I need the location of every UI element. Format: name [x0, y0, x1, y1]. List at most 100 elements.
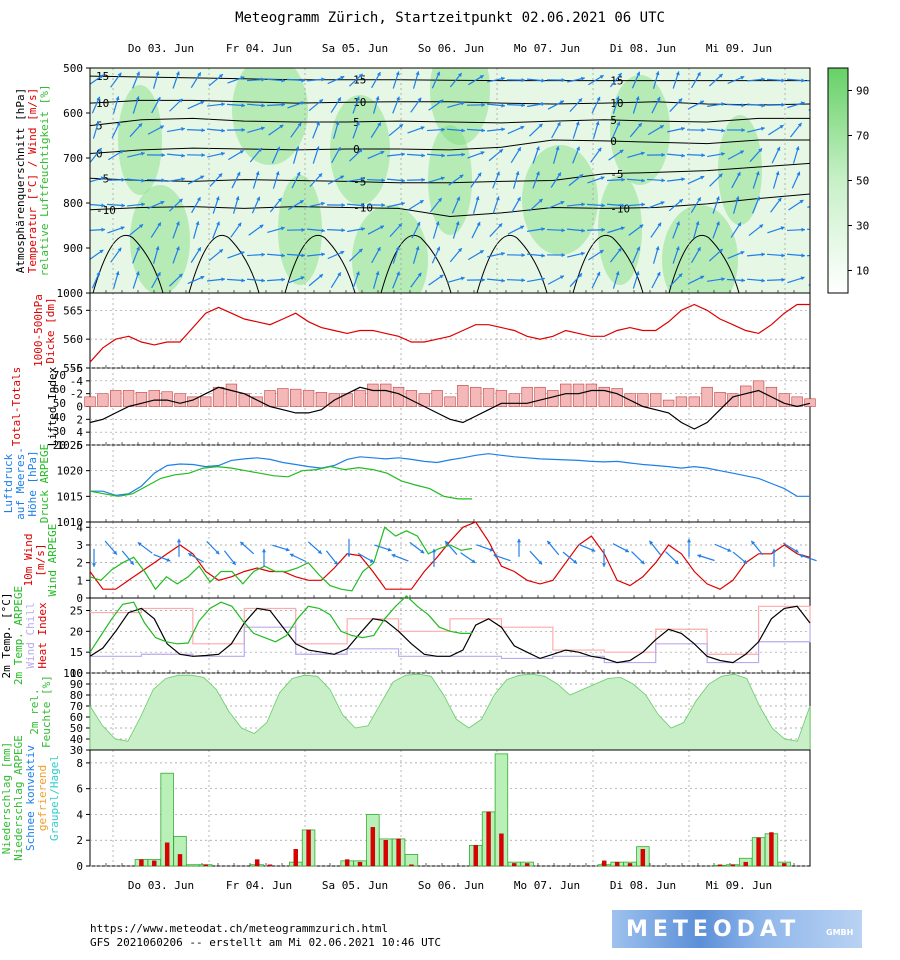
wind-arrow-head: [320, 201, 325, 206]
y-axis-label: Temperatur [°C] / Wind [m/s]: [26, 88, 39, 273]
precip-arpege-bar: [293, 849, 298, 867]
wind-arrow-head: [681, 126, 685, 131]
total-totals-bar: [84, 396, 96, 407]
wind-arrow-head: [727, 548, 732, 552]
day-label: Sa 05. Jun: [322, 879, 388, 892]
wind-arrow-head: [655, 246, 660, 251]
wind-arrow-head: [419, 200, 424, 204]
wind-arrow-head: [117, 247, 122, 252]
wind-arrow-head: [121, 177, 125, 182]
total-totals-bar: [534, 386, 546, 407]
day-label: Do 03. Jun: [128, 879, 194, 892]
isotherm-label: 5: [610, 114, 617, 127]
wind-arrow-head: [557, 172, 561, 177]
wind-arrow-head: [697, 554, 702, 559]
wind-arrow-head: [289, 553, 294, 558]
day-label: Do 03. Jun: [128, 42, 194, 55]
wind-arrow-head: [761, 252, 765, 257]
colorbar-tick-label: 10: [856, 265, 869, 278]
y-tick-label: 40: [70, 733, 83, 746]
precip-arpege-bar: [730, 864, 736, 867]
y-tick-label: 100: [63, 667, 83, 680]
isotherm-line: [476, 234, 548, 293]
wind-arrow-head: [580, 76, 585, 81]
wind-arrow-head: [441, 153, 445, 158]
footer-url[interactable]: https://www.meteodat.ch/meteogrammzurich…: [90, 922, 389, 935]
total-totals-bar: [380, 383, 392, 407]
wind-arrow-head: [801, 78, 805, 83]
wind-gfs-line: [89, 521, 811, 590]
wind-arrow-head: [678, 273, 683, 278]
logo-name: METEODAT: [626, 917, 801, 942]
day-label: Di 08. Jun: [610, 42, 676, 55]
wind-arrow-head: [277, 198, 282, 202]
wind-arrow-head: [535, 146, 540, 151]
wind-arrow-head: [541, 78, 545, 83]
wind-arrow-head: [201, 128, 205, 133]
wind-arrow-head: [498, 223, 503, 228]
total-totals-tick-label: 50: [53, 397, 66, 410]
wind-arrow-head: [358, 248, 363, 253]
total-totals-bar: [354, 390, 366, 407]
y-tick-label: 0: [76, 592, 83, 605]
y-tick-label: 20: [70, 625, 83, 638]
wind-arrow-head: [321, 228, 325, 233]
wind-arrow: [808, 108, 810, 111]
wind-arrow-head: [337, 272, 341, 277]
total-totals-bar: [302, 390, 315, 407]
colorbar-tick-label: 70: [856, 130, 869, 143]
isotherm-label: 0: [96, 148, 103, 161]
y-tick-label: 900: [63, 242, 83, 255]
wind-arrow-head: [101, 203, 105, 208]
wind-arrow-head: [660, 201, 665, 205]
wind-arrow-head: [337, 97, 341, 102]
wind-arrow-head: [340, 250, 345, 255]
y-axis-label: Wind ARPEGE: [46, 524, 59, 597]
wind-arrow-head: [700, 275, 705, 280]
wind-arrow-head: [261, 278, 265, 283]
precip-arpege-bar: [602, 860, 607, 867]
isotherm-label: -10: [353, 202, 373, 215]
lifted-index-line: [89, 386, 811, 430]
wind-arrow-head: [591, 548, 596, 552]
wind-arrow-head: [501, 127, 505, 132]
total-totals-bar: [225, 383, 238, 407]
wind-arrow-head: [221, 151, 225, 156]
y-tick-label: 500: [63, 62, 83, 75]
wind-arrow-head: [741, 127, 745, 133]
wind-arrow-head: [796, 171, 801, 176]
wind-arrow-head: [821, 78, 825, 82]
wind-arrow-head: [95, 121, 100, 126]
wind-arrow-head: [538, 560, 543, 565]
wind-arrow-head: [417, 272, 422, 277]
pressure-arpege-line: [89, 465, 472, 500]
y-tick-label: 0: [76, 860, 83, 873]
wind-arrow-head: [681, 177, 685, 182]
wind-arrow-head: [218, 249, 223, 254]
precip-arpege-bar: [177, 854, 183, 867]
y-axis-label: Feuchte [%]: [40, 675, 53, 748]
wind-arrow-head: [479, 75, 484, 79]
wind-arrow-head: [381, 203, 385, 208]
precip-arpege-bar: [717, 864, 723, 867]
y-tick-label: 2: [76, 413, 83, 426]
colorbar: [827, 67, 849, 294]
wind-arrow-head: [735, 196, 740, 201]
wind-arrow-head: [639, 224, 644, 229]
wind-arrow-head: [130, 560, 134, 565]
day-label: So 06. Jun: [418, 42, 484, 55]
total-totals-bar: [110, 390, 122, 407]
wind-arrow-head: [475, 196, 480, 201]
wind-arrow-head: [794, 548, 799, 553]
wind-arrow-head: [280, 226, 285, 231]
y-tick-label: 1020: [57, 465, 84, 478]
y-tick-label: 4: [76, 521, 83, 534]
wind-arrow-head: [640, 151, 645, 156]
wind-arrow-head: [715, 196, 720, 201]
wind-arrow-head: [541, 102, 545, 107]
y-axis-label: 2m Temp. [°C]: [0, 592, 13, 678]
wind-arrow-head: [501, 103, 505, 108]
wind-arrow-head: [188, 553, 193, 557]
precip-arpege-bar: [306, 829, 311, 867]
wind-arrow-head: [481, 128, 485, 133]
